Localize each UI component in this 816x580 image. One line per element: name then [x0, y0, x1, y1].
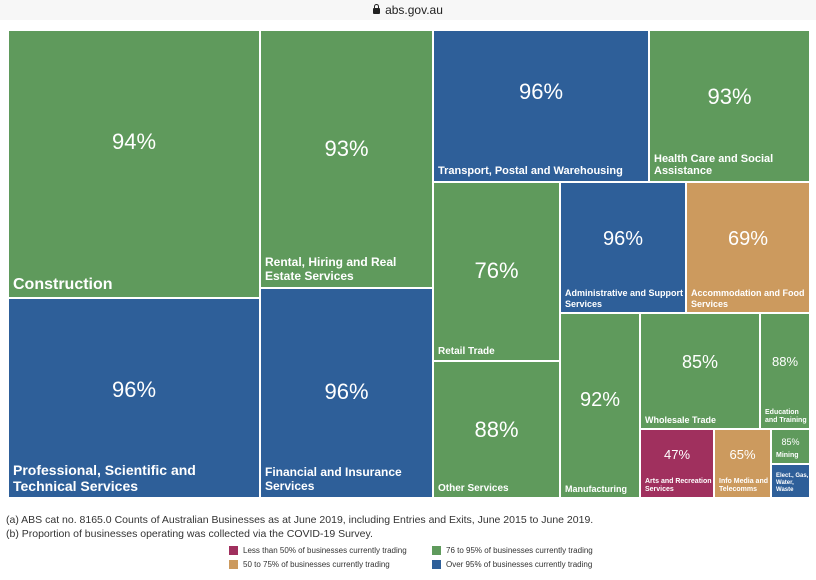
- cell-value: 92%: [579, 389, 621, 411]
- cell-value: 96%: [518, 79, 564, 104]
- legend-swatch: [229, 560, 238, 569]
- legend-item-76to95: 76 to 95% of businesses currently tradin…: [432, 546, 593, 555]
- cell-label: Manufacturing: [565, 483, 627, 494]
- cell-label: Mining: [776, 451, 799, 459]
- cell-value: 88%: [771, 354, 799, 369]
- treemap-cell: 76% Retail Trade: [433, 182, 560, 361]
- treemap-cell: 96% Transport, Postal and Warehousing: [433, 30, 649, 182]
- footnote-a: (a) ABS cat no. 8165.0 Counts of Austral…: [6, 514, 594, 526]
- treemap-cell: 69% Accommodation and Food Services: [686, 182, 810, 313]
- cell-label: Education and Training: [765, 408, 807, 424]
- treemap-cell: 85% Wholesale Trade: [640, 313, 760, 429]
- treemap-cell: 92% Manufacturing: [560, 313, 640, 498]
- legend-label: Less than 50% of businesses currently tr…: [243, 546, 407, 555]
- treemap-cell: Elect., Gas, Water, Waste: [771, 464, 810, 498]
- treemap-cell: 88% Other Services: [433, 361, 560, 498]
- treemap-cell: 93% Rental, Hiring and Real Estate Servic…: [260, 30, 433, 288]
- url-text: abs.gov.au: [385, 3, 443, 17]
- cell-value: 96%: [324, 379, 369, 404]
- cell-value: 76%: [474, 258, 519, 283]
- cell-value: 96%: [111, 377, 157, 402]
- treemap-cell: 93% Health Care and Social Assistance: [649, 30, 810, 182]
- cell-value: 47%: [663, 447, 691, 462]
- cell-value: 93%: [707, 84, 752, 109]
- legend-label: 76 to 95% of businesses currently tradin…: [446, 546, 593, 555]
- lock-icon: [373, 4, 381, 14]
- cell-value: 94%: [111, 129, 157, 154]
- legend-swatch: [432, 546, 441, 555]
- cell-label: Elect., Gas, Water, Waste: [776, 473, 809, 494]
- legend-label: Over 95% of businesses currently trading: [446, 560, 593, 569]
- cell-value: 65%: [729, 447, 756, 462]
- legend-swatch: [229, 546, 238, 555]
- legend-item-over95: Over 95% of businesses currently trading: [432, 560, 592, 569]
- cell-label: Health Care and Social Assistance: [654, 152, 774, 178]
- footnote-b: (b) Proportion of businesses operating w…: [6, 528, 373, 540]
- cell-label: Construction: [13, 275, 113, 293]
- cell-value: 85%: [781, 437, 800, 447]
- cell-label: Wholesale Trade: [645, 414, 717, 425]
- cell-value: 93%: [324, 136, 369, 161]
- cell-label: Financial and Insurance Services: [265, 465, 402, 494]
- cell-label: Accommodation and Food Services: [691, 288, 805, 309]
- cell-label: Info Media and Telecomms: [719, 477, 768, 493]
- treemap-cell: 96% Financial and Insurance Services: [260, 288, 433, 498]
- cell-value: 69%: [727, 228, 769, 250]
- treemap-cell: 94% Construction: [8, 30, 260, 298]
- address-bar[interactable]: abs.gov.au: [0, 0, 816, 20]
- cell-label: Arts and Recreation Services: [645, 477, 712, 493]
- treemap-cell: 85% Mining: [771, 429, 810, 464]
- cell-label: Rental, Hiring and Real Estate Services: [265, 255, 397, 284]
- treemap-cell: 47% Arts and Recreation Services: [640, 429, 714, 498]
- cell-label: Other Services: [438, 482, 509, 494]
- cell-label: Retail Trade: [438, 345, 495, 357]
- treemap-cell: 88% Education and Training: [760, 313, 810, 429]
- legend-swatch: [432, 560, 441, 569]
- treemap-cell: 96% Professional, Scientific and Technica…: [8, 298, 260, 498]
- legend-item-50to75: 50 to 75% of businesses currently tradin…: [229, 560, 390, 569]
- cell-label: Professional, Scientific and Technical S…: [13, 461, 196, 494]
- treemap-cell: 96% Administrative and Support Services: [560, 182, 686, 313]
- cell-value: 96%: [602, 228, 644, 250]
- legend-item-lt50: Less than 50% of businesses currently tr…: [229, 546, 407, 555]
- cell-label: Administrative and Support Services: [565, 288, 684, 309]
- treemap-cell: 65% Info Media and Telecomms: [714, 429, 771, 498]
- cell-value: 85%: [681, 352, 719, 372]
- cell-value: 88%: [474, 417, 519, 442]
- legend-label: 50 to 75% of businesses currently tradin…: [243, 560, 390, 569]
- cell-label: Transport, Postal and Warehousing: [438, 165, 623, 178]
